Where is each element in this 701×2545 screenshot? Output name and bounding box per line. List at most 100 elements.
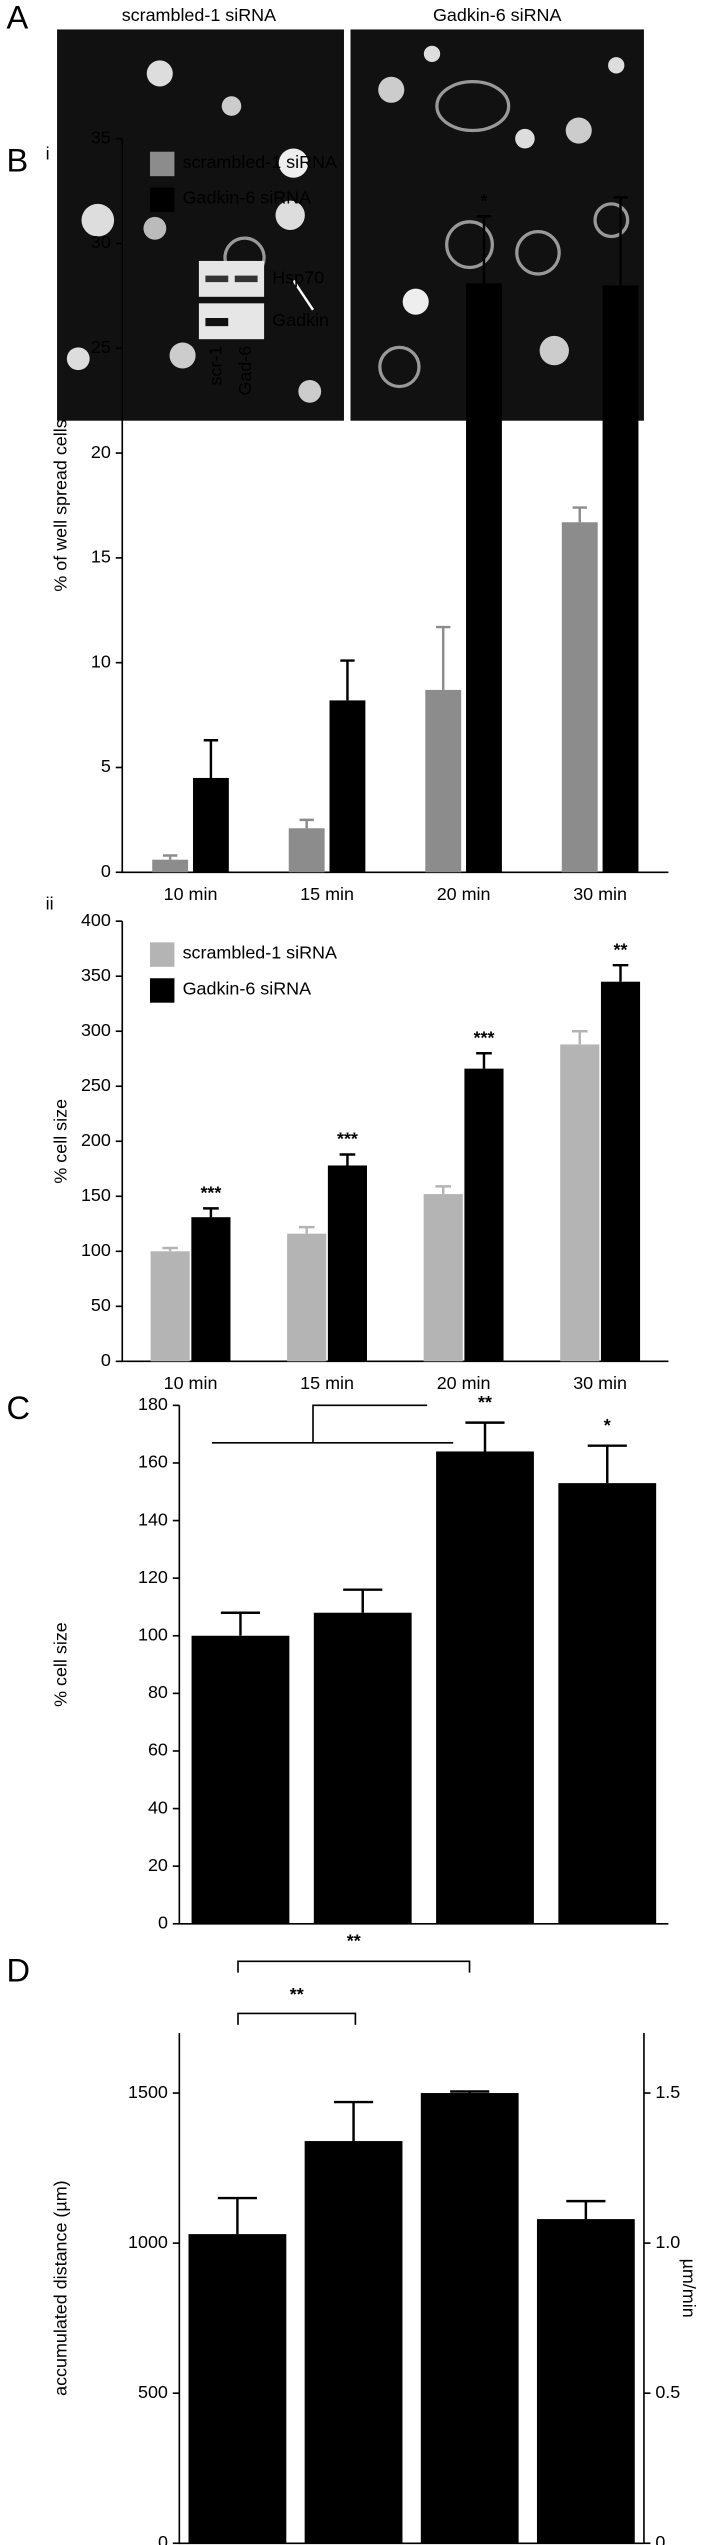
error-bar xyxy=(572,506,587,523)
legend-swatch xyxy=(149,151,175,177)
bar xyxy=(560,1044,600,1362)
bar xyxy=(191,1217,231,1362)
error-bar xyxy=(220,1611,261,1636)
error-bar xyxy=(343,1588,383,1613)
y-tick-label: 1000 xyxy=(128,2232,168,2252)
bar xyxy=(191,1635,290,1924)
significance: * xyxy=(604,1415,611,1435)
error-bar xyxy=(162,1246,178,1252)
inset-label: Gadkin xyxy=(272,310,329,330)
bar xyxy=(425,689,462,873)
x-tick-label: 15 min xyxy=(300,884,354,904)
y2-tick-label: 1.0 xyxy=(655,2232,680,2252)
legend-label: scrambled-1 siRNA xyxy=(183,152,337,172)
bar xyxy=(150,1251,190,1362)
y-axis-label: % cell size xyxy=(51,1099,71,1184)
error-bar xyxy=(436,625,451,690)
bar xyxy=(600,981,641,1362)
error-bar xyxy=(571,1030,588,1045)
significance: *** xyxy=(474,1027,495,1047)
bar xyxy=(536,2219,635,2544)
y-tick-label: 120 xyxy=(138,1567,168,1587)
error-bar xyxy=(299,818,314,829)
y-tick-label: 1500 xyxy=(128,2082,168,2102)
bar xyxy=(558,1483,657,1924)
panel-sublabel: i xyxy=(46,144,50,164)
panel-sublabel: ii xyxy=(46,894,54,914)
bar xyxy=(152,859,189,873)
bar xyxy=(192,777,229,873)
bar xyxy=(420,2093,519,2544)
error-bar xyxy=(476,215,492,284)
error-bar xyxy=(298,1225,315,1234)
bar xyxy=(288,828,325,873)
y-tick-label: 35 xyxy=(91,127,111,147)
legend-label: scrambled-1 siRNA xyxy=(183,943,337,963)
y-axis-label: % cell size xyxy=(51,1622,71,1707)
y-tick-label: 100 xyxy=(138,1625,168,1645)
y-tick-label: 0 xyxy=(158,2532,168,2545)
x-tick-label: 10 min xyxy=(164,1373,218,1393)
y-tick-label: 160 xyxy=(138,1452,168,1472)
y2-tick-label: 0 xyxy=(655,2532,665,2545)
x-tick-label: 30 min xyxy=(573,884,627,904)
y-tick-label: 15 xyxy=(91,547,111,567)
bar xyxy=(287,1233,327,1362)
legend-label: Gadkin-6 siRNA xyxy=(183,978,312,998)
y-tick-label: 250 xyxy=(81,1075,111,1095)
y-tick-label: 0 xyxy=(101,1350,111,1370)
y-axis-label: accumulated distance (µm) xyxy=(51,2180,71,2396)
bar xyxy=(313,1612,412,1924)
y-tick-label: 0 xyxy=(158,1913,168,1933)
error-bar xyxy=(339,1153,356,1166)
bracket xyxy=(237,1960,471,1973)
bar xyxy=(329,700,366,873)
bar xyxy=(327,1165,368,1362)
panel-label: C xyxy=(7,1389,31,1426)
bar xyxy=(464,1068,504,1362)
y-tick-label: 180 xyxy=(138,1394,168,1414)
y-tick-label: 200 xyxy=(81,1130,111,1150)
error-bar xyxy=(203,1207,219,1218)
category-label: Gadkin WT #3 xyxy=(236,1792,256,1911)
y-tick-label: 30 xyxy=(91,232,111,252)
y-tick-label: 400 xyxy=(81,910,111,930)
y-tick-label: 100 xyxy=(81,1240,111,1260)
panel-label: B xyxy=(7,142,29,179)
y-tick-label: 0 xyxy=(101,861,111,881)
image-title: scrambled-1 siRNA xyxy=(122,5,276,25)
category-label: Gadkin-6 + rescue xyxy=(581,2375,601,2530)
significance: ** xyxy=(614,939,628,959)
category-label: untreated xyxy=(233,2449,253,2531)
significance: ** xyxy=(478,1392,492,1412)
y-tick-label: 60 xyxy=(148,1740,168,1760)
legend-swatch xyxy=(149,978,175,1003)
y2-tick-label: 0.5 xyxy=(655,2382,680,2402)
category-label: Gadkin WT #5 xyxy=(358,1792,378,1911)
error-bar xyxy=(162,854,178,860)
error-bar xyxy=(340,659,355,701)
significance: ** xyxy=(347,1930,361,1950)
legend-swatch xyxy=(149,942,175,967)
error-bar xyxy=(435,1185,452,1195)
x-tick-label: 10 min xyxy=(164,884,218,904)
legend-label: Gadkin-6 siRNA xyxy=(183,188,312,208)
y-tick-label: 140 xyxy=(138,1509,168,1529)
y-tick-label: 50 xyxy=(91,1295,111,1315)
y-tick-label: 80 xyxy=(148,1682,168,1702)
error-bar xyxy=(476,1052,492,1069)
panel-label: A xyxy=(7,0,29,35)
error-bar xyxy=(450,2090,490,2094)
error-bar xyxy=(566,2199,606,2220)
bar xyxy=(602,285,639,873)
bar xyxy=(466,283,502,873)
error-bar xyxy=(587,1444,627,1484)
error-bar xyxy=(465,1421,505,1452)
error-bar xyxy=(203,739,219,778)
error-bar xyxy=(613,196,628,286)
y2-tick-label: 1.5 xyxy=(655,2082,680,2102)
bar xyxy=(436,1451,534,1924)
significance: *** xyxy=(200,1182,221,1202)
y-axis-label: % of well spread cells xyxy=(51,419,71,591)
